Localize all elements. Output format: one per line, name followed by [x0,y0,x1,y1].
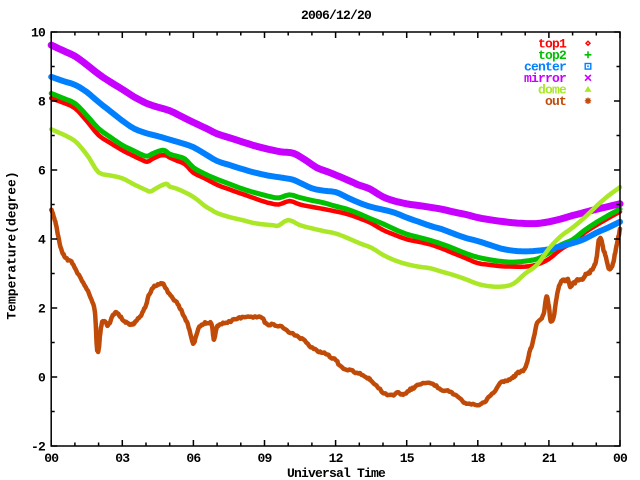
svg-text:out: out [545,94,566,109]
svg-text:21: 21 [542,451,557,466]
svg-text:dome: dome [538,83,567,98]
svg-text:12: 12 [329,451,344,466]
svg-text:00: 00 [613,451,628,466]
svg-text:15: 15 [400,451,415,466]
svg-text:Universal Time: Universal Time [287,466,386,480]
svg-text:09: 09 [257,451,272,466]
svg-text:Temperature(degree): Temperature(degree) [5,171,20,319]
svg-text:6: 6 [38,163,46,178]
svg-text:2006/12/20: 2006/12/20 [301,8,372,23]
svg-text:center: center [524,60,566,75]
svg-text:10: 10 [31,25,46,40]
svg-text:top2: top2 [538,48,567,63]
svg-text:18: 18 [471,451,486,466]
svg-text:8: 8 [38,94,46,109]
svg-text:00: 00 [44,451,59,466]
svg-text:4: 4 [38,232,46,247]
svg-text:-2: -2 [31,439,46,454]
svg-text:06: 06 [186,451,201,466]
svg-text:mirror: mirror [524,71,566,86]
svg-text:2: 2 [38,301,46,316]
svg-text:03: 03 [115,451,130,466]
svg-text:0: 0 [38,370,46,385]
svg-text:top1: top1 [538,37,567,52]
